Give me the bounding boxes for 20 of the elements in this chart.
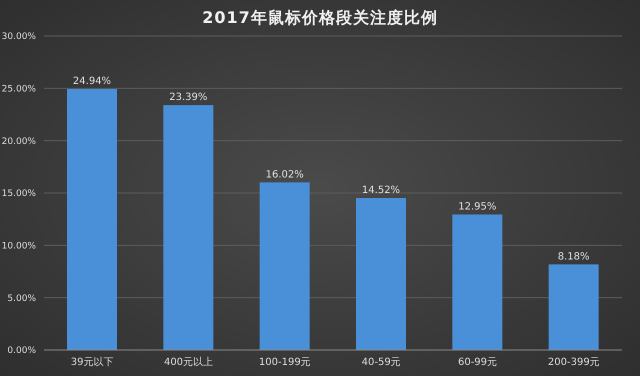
x-tick-label: 40-59元: [362, 357, 401, 368]
data-label: 16.02%: [266, 169, 304, 180]
x-tick-label: 60-99元: [458, 357, 498, 368]
y-tick-label: 0.00%: [7, 346, 36, 356]
y-tick-label: 30.00%: [2, 32, 36, 42]
x-tick-label: 400元以上: [164, 356, 214, 368]
data-label: 8.18%: [558, 251, 590, 262]
y-tick-label: 20.00%: [2, 136, 36, 147]
y-tick-label: 10.00%: [2, 242, 36, 252]
data-label: 12.95%: [458, 201, 496, 212]
data-label: 24.94%: [72, 76, 112, 87]
y-tick-label: 25.00%: [2, 84, 36, 95]
y-tick-label: 5.00%: [7, 294, 36, 304]
chart-title: 2017年鼠标价格段关注度比例: [201, 8, 439, 29]
x-tick-label: 200-399元: [548, 357, 600, 368]
data-label: 14.52%: [362, 185, 400, 196]
x-tick-label: 100-199元: [258, 357, 311, 368]
y-tick-label: 15.00%: [2, 189, 36, 200]
data-label: 23.39%: [169, 92, 208, 104]
x-tick-label: 39元以下: [70, 356, 114, 368]
